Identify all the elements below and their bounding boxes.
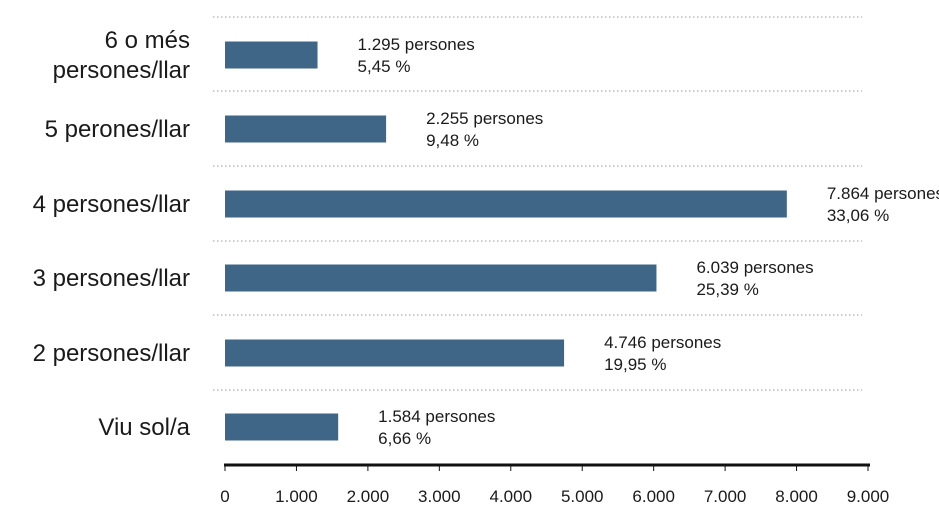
category-label: persones/llar <box>53 57 190 84</box>
percent-label: 25,39 % <box>696 280 758 299</box>
x-tick-label: 7.000 <box>704 487 747 506</box>
bars-group <box>225 41 787 441</box>
x-axis: 0 1.000 2.000 3.000 4.000 5.000 6.000 7.000 8.00… <box>220 463 890 506</box>
category-label: 5 perones/llar <box>45 116 190 143</box>
value-label: 2.255 persones <box>426 109 543 128</box>
x-tick-label: 8.000 <box>775 487 818 506</box>
bar <box>225 41 318 69</box>
category-label: 6 o més <box>105 27 190 54</box>
bar <box>225 115 387 143</box>
category-label: 4 persones/llar <box>33 191 190 218</box>
x-tick-label: 4.000 <box>490 487 533 506</box>
x-tick-label: 0 <box>220 487 229 506</box>
percent-label: 5,45 % <box>358 57 411 76</box>
value-label: 1.584 persones <box>378 407 495 426</box>
category-label: 3 persones/llar <box>33 265 190 292</box>
value-label: 4.746 persones <box>604 333 721 352</box>
percent-label: 6,66 % <box>378 429 431 448</box>
value-label: 7.864 persones <box>827 184 939 203</box>
x-tick-label: 5.000 <box>561 487 604 506</box>
percent-label: 33,06 % <box>827 206 889 225</box>
category-label: 2 persones/llar <box>33 340 190 367</box>
percent-label: 9,48 % <box>426 131 479 150</box>
x-tick-label: 9.000 <box>847 487 890 506</box>
x-tick-label: 3.000 <box>418 487 461 506</box>
bar <box>225 190 787 218</box>
x-tick-label: 2.000 <box>347 487 390 506</box>
value-label: 1.295 persones <box>358 35 475 54</box>
category-labels: 6 o més persones/llar 5 perones/llar 4 pers… <box>33 27 191 441</box>
value-label: 6.039 persones <box>696 258 813 277</box>
percent-label: 19,95 % <box>604 355 666 374</box>
x-tick-label: 6.000 <box>632 487 675 506</box>
bar <box>225 413 339 441</box>
row-separators <box>213 16 862 391</box>
data-labels: 1.295 persones 5,45 % 2.255 persones 9,48 %… <box>358 35 939 448</box>
bar <box>225 339 565 367</box>
bar <box>225 264 657 292</box>
category-label: Viu sol/a <box>98 414 190 441</box>
x-tick-label: 1.000 <box>275 487 318 506</box>
